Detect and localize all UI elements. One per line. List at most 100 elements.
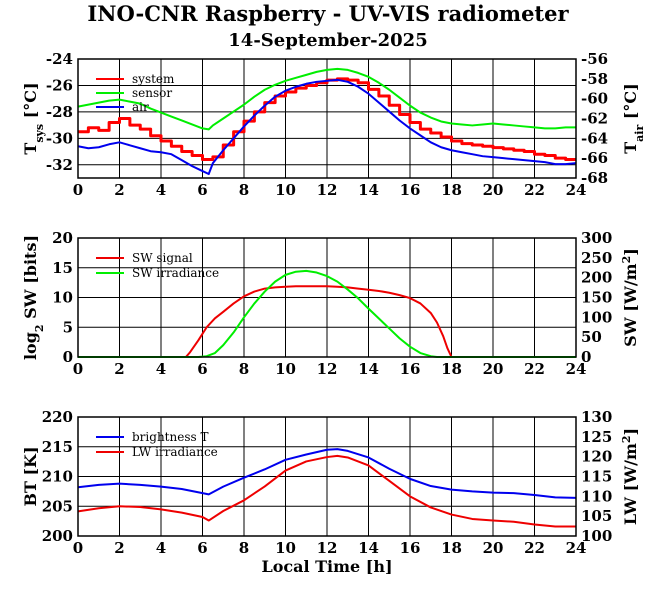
y-left-tick-label: 15 [52,259,73,277]
y-right-tick-label: 115 [581,468,612,486]
legend-label: sensor [132,86,172,100]
series-line-sensor [77,67,576,131]
y-left-tick-label: -28 [46,103,73,121]
y-right-tick-label: -68 [581,169,608,187]
x-tick-label: 22 [524,539,545,557]
y-right-tick-label: -62 [581,110,608,128]
series-line-sw-irradiance [78,269,576,358]
y-left-tick-label: -32 [46,156,73,174]
x-tick-label: 16 [400,360,421,378]
legend-label: brightness T [132,430,208,444]
y-right-tick-label: 100 [581,308,612,326]
plot-frame [77,58,577,179]
y-right-tick-label: 100 [581,527,612,545]
x-tick-label: 4 [156,360,166,378]
y-left-axis-label: Tsys [°C] [21,82,46,154]
y-right-tick-label: 250 [581,249,612,267]
x-tick-label: 10 [275,539,296,557]
x-tick-label: 4 [156,181,166,199]
x-tick-label: 24 [566,360,587,378]
x-tick-label: 10 [275,181,296,199]
legend-label: system [132,72,175,86]
x-tick-label: 22 [524,360,545,378]
y-left-tick-label: -26 [46,76,73,94]
y-right-tick-label: -66 [581,149,608,167]
y-left-tick-label: 200 [42,527,73,545]
chart-panel-2: 0 2 4 6 8 10 12 14 16 18 20 22 240510152005010015020… [21,229,640,378]
y-right-tick-label: 110 [581,487,612,505]
y-left-tick-label: -24 [46,50,73,68]
y-left-tick-label: 0 [63,348,73,366]
y-right-axis-label: SW [W/m2] [620,248,641,347]
figure-title: INO-CNR Raspberry - UV-VIS radiometer [87,1,569,26]
y-right-tick-label: 0 [581,348,591,366]
x-tick-label: 14 [358,539,379,557]
y-left-tick-label: 215 [42,438,73,456]
x-tick-label: 8 [239,360,249,378]
legend-label: air [132,100,149,114]
y-right-tick-label: 300 [581,229,612,247]
y-right-tick-label: 150 [581,289,612,307]
x-tick-label: 0 [73,181,83,199]
x-tick-label: 12 [317,539,338,557]
x-tick-label: 20 [483,360,504,378]
y-right-tick-label: 130 [581,408,612,426]
x-tick-label: 2 [114,181,124,199]
x-tick-label: 14 [358,181,379,199]
y-left-tick-label: 210 [42,468,73,486]
x-tick-label: 6 [197,360,207,378]
x-tick-label: 18 [441,181,462,199]
y-right-tick-label: 125 [581,428,612,446]
series-line-lw-irradiance [77,454,576,528]
y-right-tick-label: 50 [581,328,602,346]
y-right-tick-label: -56 [581,50,608,68]
chart-panel-1: 0 2 4 6 8 10 12 14 16 18 20 22 24-24-26-28-30-32-56-… [21,50,646,199]
x-tick-label: 20 [483,181,504,199]
x-tick-label: 12 [317,181,338,199]
x-tick-label: 12 [317,360,338,378]
figure-date: 14-September-2025 [228,30,427,51]
x-tick-label: 4 [156,539,166,557]
y-left-tick-label: 10 [52,289,73,307]
series-line-air [77,78,577,176]
legend: brightness TLW irradiance [96,430,218,459]
y-right-tick-label: 200 [581,269,612,287]
x-tick-label: 24 [566,539,587,557]
x-tick-label: 16 [400,539,421,557]
x-axis-label: Local Time [h] [261,557,392,576]
y-left-axis-label: BT [K] [21,446,40,506]
y-right-tick-label: -58 [581,70,608,88]
x-tick-label: 2 [114,360,124,378]
x-tick-label: 8 [239,539,249,557]
x-tick-label: 14 [358,360,379,378]
y-left-tick-label: -30 [46,129,73,147]
x-tick-label: 22 [524,181,545,199]
x-tick-label: 2 [114,539,124,557]
x-tick-label: 8 [239,181,249,199]
x-tick-label: 20 [483,539,504,557]
y-right-tick-label: -60 [581,90,608,108]
chart-panel-3: 0 2 4 6 8 10 12 14 16 18 20 22 242002052102152201001… [21,408,640,576]
x-tick-label: 0 [73,360,83,378]
x-tick-label: 6 [197,539,207,557]
x-tick-label: 16 [400,181,421,199]
y-left-axis-label: log2 SW [bits] [21,235,46,360]
y-right-tick-label: -64 [581,129,608,147]
legend-label: LW irradiance [132,445,218,459]
y-right-tick-label: 120 [581,448,612,466]
series-line-brightness-t [77,448,577,499]
y-right-axis-label: LW [W/m2] [620,428,641,525]
y-left-tick-label: 220 [42,408,73,426]
x-tick-label: 10 [275,360,296,378]
y-right-tick-label: 105 [581,507,612,525]
y-left-tick-label: 205 [42,497,73,515]
chart-panels: 0 2 4 6 8 10 12 14 16 18 20 22 24-24-26-28-30-32-56-… [21,50,646,576]
x-tick-label: 18 [441,360,462,378]
y-left-tick-label: 20 [52,229,73,247]
x-tick-label: 0 [73,539,83,557]
legend-label: SW irradiance [132,266,219,280]
plot-frame [77,237,577,358]
